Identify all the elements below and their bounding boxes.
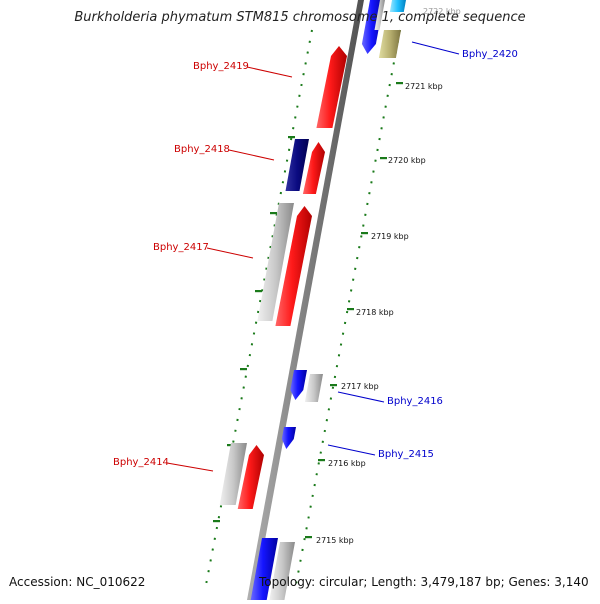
gene-features — [219, 0, 406, 600]
leader-bphy-2420 — [411, 41, 460, 55]
gene-bphy-2416-grey[interactable] — [304, 374, 323, 402]
gene-bphy-2414-red[interactable] — [237, 445, 264, 509]
tick-label-2722: 2722 kbp — [423, 7, 461, 16]
gene-label-bphy-2420[interactable]: Bphy_2420 — [462, 49, 518, 60]
accession-text: Accession: NC_010622 — [9, 575, 146, 589]
tick-track-lines — [204, 29, 403, 591]
tick-track-left — [204, 29, 313, 591]
major-tick-mark — [330, 384, 337, 387]
gene-bphy-2417-red[interactable] — [275, 206, 312, 326]
topology-text: Topology: circular; Length: 3,479,187 bp… — [259, 575, 589, 589]
major-tick-mark — [347, 308, 354, 311]
tick-label-2715: 2715 kbp — [316, 536, 354, 545]
gene-label-bphy-2419[interactable]: Bphy_2419 — [193, 61, 249, 72]
gene-label-bphy-2417[interactable]: Bphy_2417 — [153, 242, 209, 253]
leader-bphy-2418 — [228, 149, 275, 161]
major-tick-mark — [227, 444, 234, 447]
gene-grey-top[interactable] — [374, 0, 386, 30]
gene-label-bphy-2416[interactable]: Bphy_2416 — [387, 396, 443, 407]
major-tick-mark — [255, 290, 262, 293]
major-tick-mark — [305, 536, 312, 539]
gene-labels: Bphy_2420 Bphy_2419 Bphy_2418 Bphy_2417 … — [113, 49, 518, 468]
major-tick-mark — [318, 459, 325, 462]
leader-bphy-2416 — [337, 391, 385, 403]
major-tick-mark — [240, 368, 247, 371]
gene-bphy-2417-grey[interactable] — [257, 203, 294, 321]
gene-label-bphy-2414[interactable]: Bphy_2414 — [113, 457, 169, 468]
gene-bphy-2416-blue[interactable] — [290, 370, 307, 400]
leader-bphy-2415 — [327, 444, 376, 456]
major-tick-mark — [213, 520, 220, 523]
major-tick-mark — [361, 232, 368, 235]
major-tick-mark — [380, 157, 387, 160]
gene-bphy-2418-red[interactable] — [302, 142, 325, 194]
gene-label-leaders — [166, 41, 460, 472]
leader-bphy-2414 — [166, 462, 214, 472]
gene-bphy-2418-navy[interactable] — [285, 139, 310, 191]
tick-label-2721: 2721 kbp — [405, 82, 443, 91]
leader-bphy-2417 — [206, 247, 254, 259]
gene-label-bphy-2418[interactable]: Bphy_2418 — [174, 144, 230, 155]
tick-track-right — [294, 29, 401, 591]
major-tick-mark — [288, 136, 295, 139]
leader-bphy-2419 — [246, 66, 293, 78]
chromosome-backbone — [247, 0, 364, 600]
kbp-tick-labels: 2722 kbp 2721 kbp 2720 kbp 2719 kbp 2718… — [316, 7, 461, 545]
major-tick-mark — [396, 82, 403, 85]
gene-blue-bottom[interactable] — [250, 538, 278, 600]
gene-bphy-2420-olive[interactable] — [378, 30, 401, 58]
tick-label-2717: 2717 kbp — [341, 382, 379, 391]
gene-bphy-2419[interactable] — [316, 46, 347, 128]
tick-label-2720: 2720 kbp — [388, 156, 426, 165]
map-title: Burkholderia phymatum STM815 chromosome … — [74, 10, 526, 25]
gene-cyan-top[interactable] — [389, 0, 406, 12]
gene-bphy-2414-grey[interactable] — [219, 443, 247, 505]
gene-bphy-2415-blue[interactable] — [281, 427, 296, 449]
gene-grey-bottom[interactable] — [269, 542, 295, 600]
tick-label-2716: 2716 kbp — [328, 459, 366, 468]
major-tick-mark — [270, 212, 277, 215]
tick-label-2719: 2719 kbp — [371, 232, 409, 241]
tick-label-2718: 2718 kbp — [356, 308, 394, 317]
gene-label-bphy-2415[interactable]: Bphy_2415 — [378, 449, 434, 460]
